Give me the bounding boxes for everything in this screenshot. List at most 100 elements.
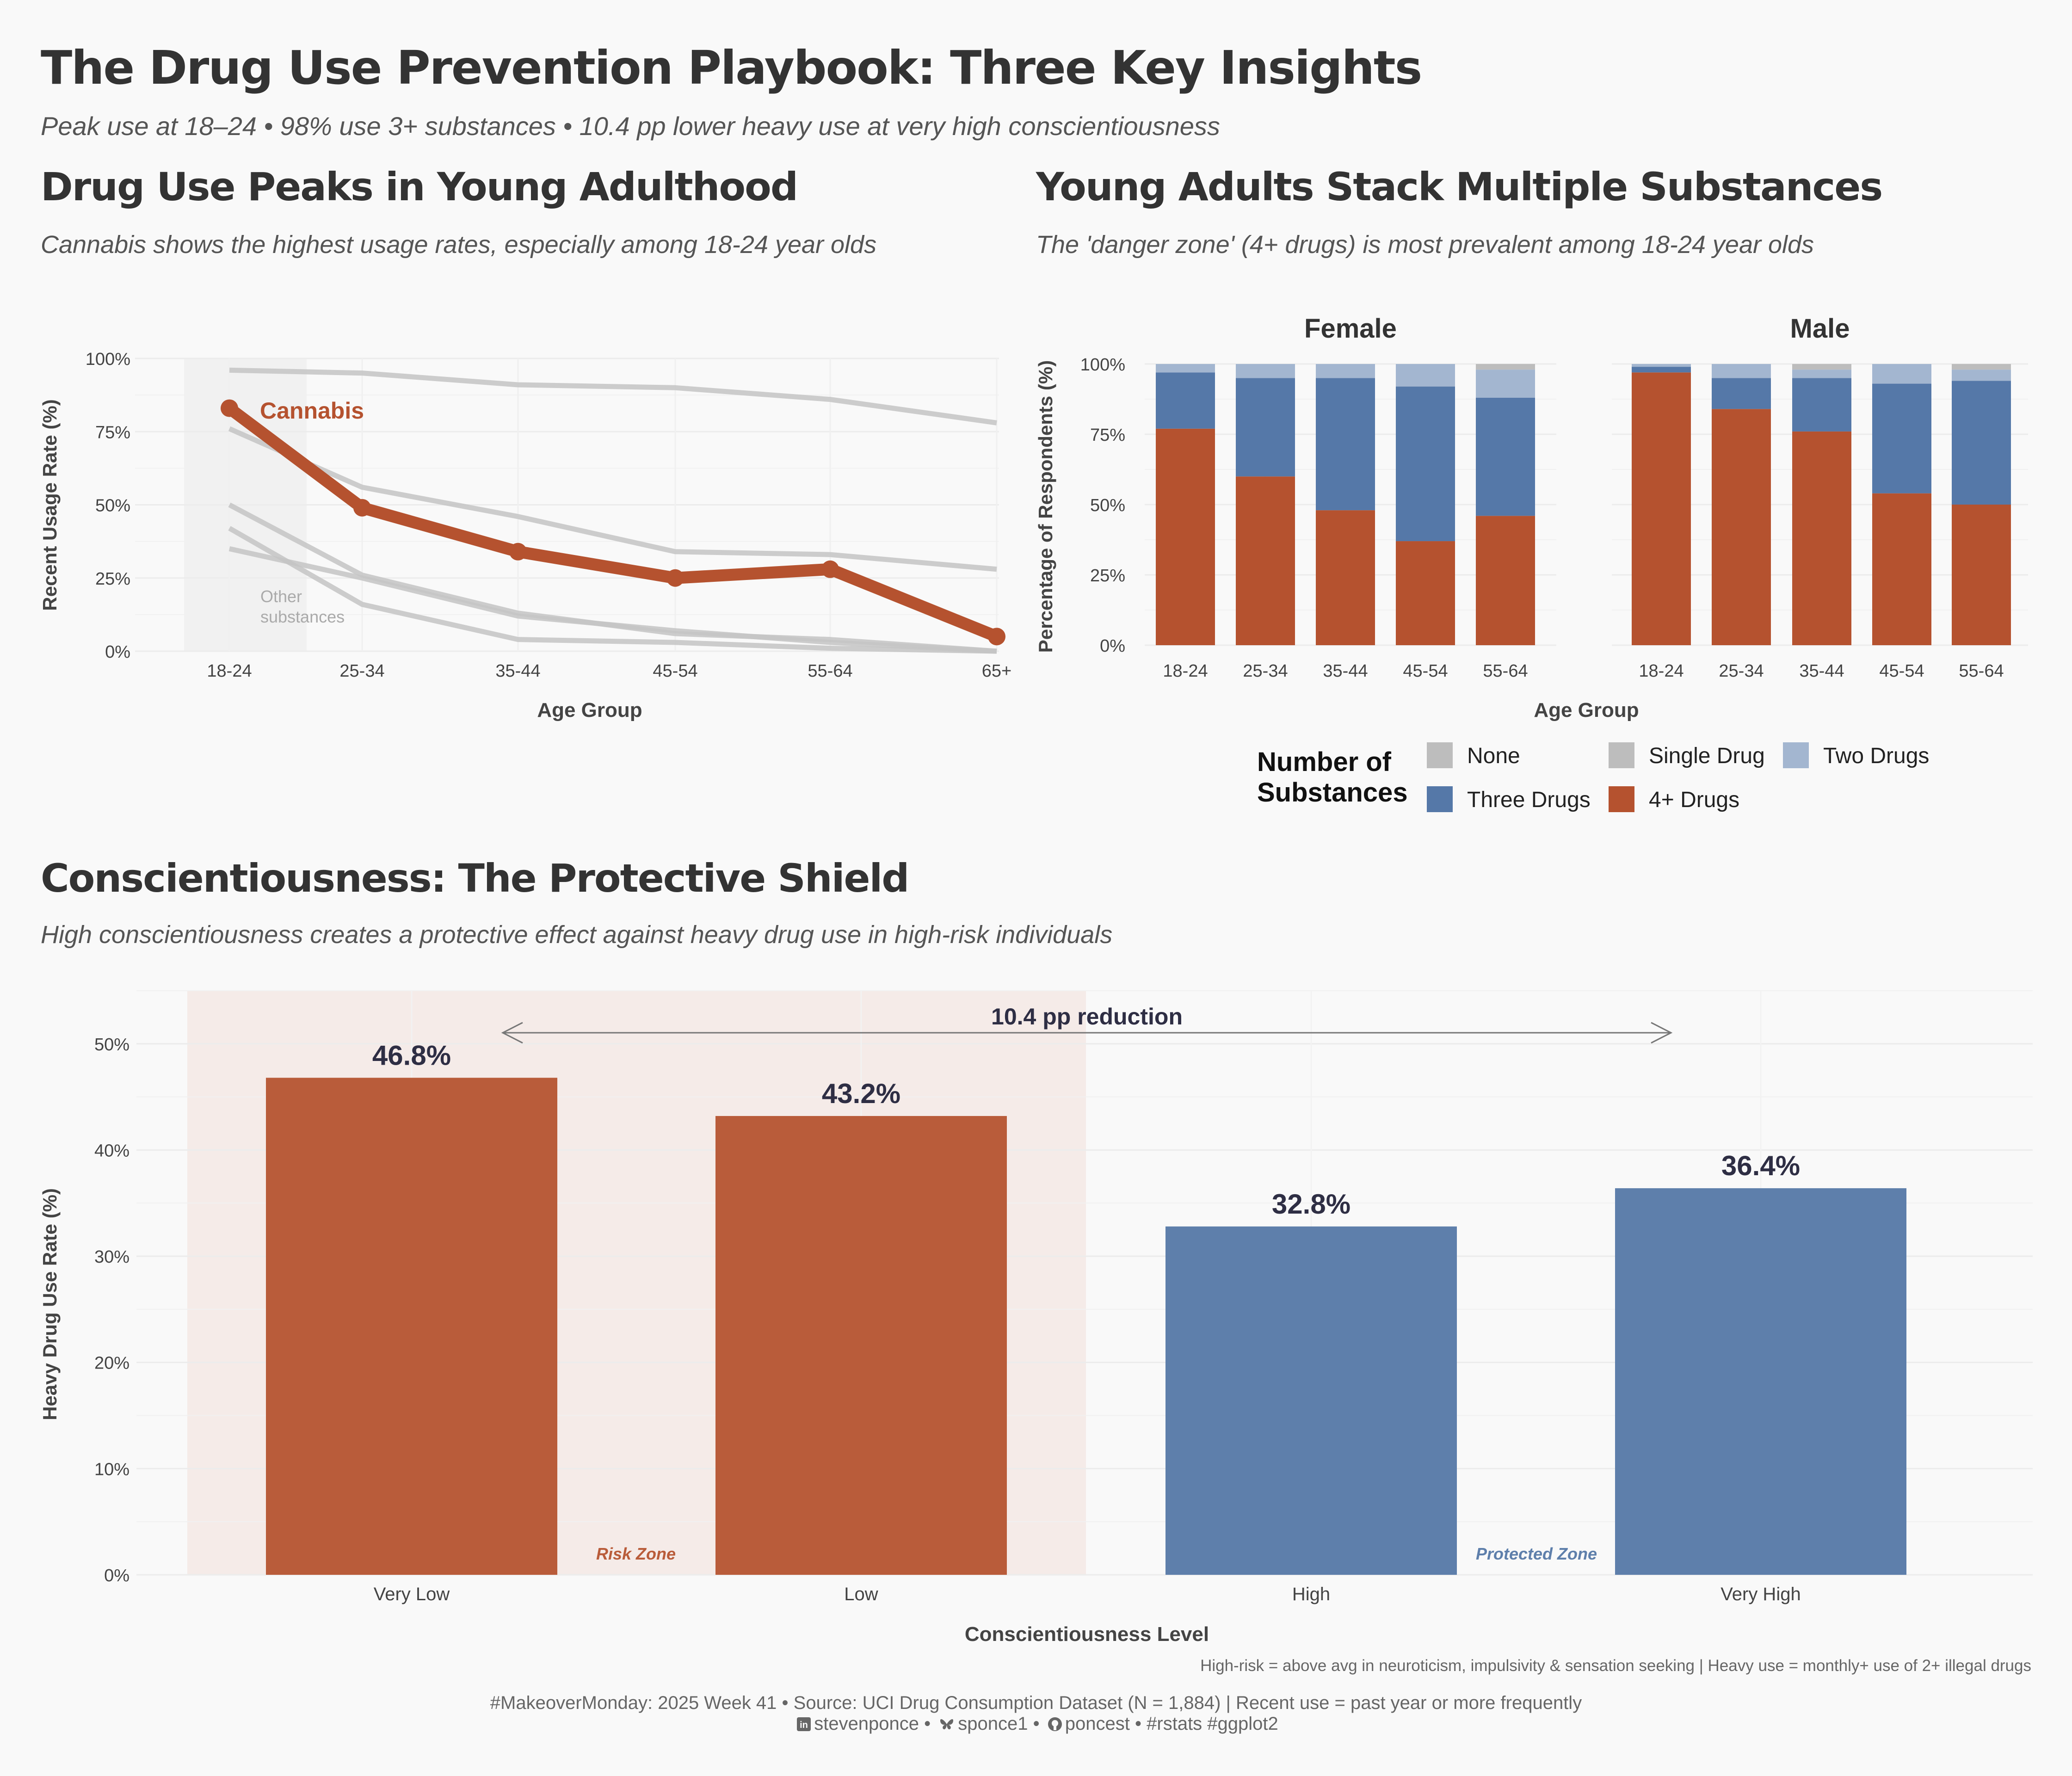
footer-note: High-risk = above avg in neuroticism, im…: [1200, 1657, 2031, 1675]
panel3-subtitle: High conscientiousness creates a protect…: [41, 921, 1113, 949]
x-tick-label: 35-44: [1799, 661, 1844, 681]
bar-segment: [1952, 370, 2011, 381]
x-tick-label: High: [1292, 1584, 1330, 1604]
github-handle[interactable]: poncest: [1065, 1714, 1130, 1734]
bar-segment: [1872, 364, 1931, 384]
y-tick-label: 0%: [1100, 636, 1125, 656]
legend-label: Single Drug: [1649, 744, 1765, 768]
x-tick-label: 45-54: [1879, 661, 1924, 681]
bar-segment: [1952, 505, 2011, 645]
panel3-title: Conscientiousness: The Protective Shield: [41, 856, 909, 901]
x-tick-label: 45-54: [653, 661, 697, 681]
y-axis-title: Heavy Drug Use Rate (%): [39, 1188, 61, 1420]
y-tick-label: 50%: [95, 496, 130, 516]
y-tick-label: 75%: [95, 423, 130, 442]
x-axis-title: Conscientiousness Level: [965, 1623, 1209, 1646]
bar-low: [715, 1116, 1007, 1575]
bar-segment: [1712, 409, 1771, 645]
bar-segment: [1872, 383, 1931, 493]
x-tick-label: 45-54: [1403, 661, 1448, 681]
y-axis-title: Percentage of Respondents (%): [1035, 360, 1056, 653]
legend-label: 4+ Drugs: [1649, 788, 1740, 812]
y-tick-label: 50%: [1090, 496, 1125, 515]
bluesky-icon: [938, 1715, 955, 1736]
legend-swatch: [1609, 742, 1634, 768]
facet-title-male: Male: [1790, 314, 1850, 344]
linkedin-icon: in: [796, 1715, 811, 1736]
svg-text:in: in: [800, 1720, 808, 1730]
bar-segment: [1712, 364, 1771, 378]
y-tick-label: 100%: [86, 350, 130, 369]
cannabis-label: Cannabis: [260, 398, 364, 424]
bar-segment: [1712, 378, 1771, 409]
bar-segment: [1872, 493, 1931, 645]
bar-segment: [1952, 381, 2011, 505]
x-tick-label: 55-64: [808, 661, 852, 681]
page-subtitle: Peak use at 18–24 • 98% use 3+ substance…: [41, 111, 1220, 141]
legend-title: Number of Substances: [1257, 747, 1408, 808]
panel2-subtitle: The 'danger zone' (4+ drugs) is most pre…: [1036, 231, 1814, 259]
value-label: 43.2%: [822, 1078, 900, 1109]
bar-segment: [1476, 370, 1535, 398]
y-tick-label: 0%: [105, 642, 130, 662]
y-tick-label: 20%: [94, 1354, 130, 1373]
other-substance-line: [228, 526, 997, 654]
cannabis-point: [353, 499, 371, 517]
y-tick-label: 30%: [94, 1247, 130, 1267]
y-tick-label: 75%: [1090, 426, 1125, 445]
bar-segment: [1156, 372, 1215, 429]
cannabis-point: [221, 399, 238, 417]
y-tick-label: 100%: [1080, 355, 1125, 375]
bluesky-handle[interactable]: sponce1: [958, 1714, 1028, 1734]
y-tick-label: 25%: [95, 569, 130, 589]
panel1-subtitle: Cannabis shows the highest usage rates, …: [41, 231, 877, 259]
legend-label: None: [1467, 744, 1520, 768]
x-tick-label: Very Low: [374, 1584, 450, 1604]
x-tick-label: 25-34: [1243, 661, 1288, 681]
bar-segment: [1156, 364, 1215, 373]
bar-segment: [1396, 386, 1455, 542]
x-tick-label: Very High: [1720, 1584, 1801, 1604]
bar-very-low: [266, 1078, 557, 1575]
protected-zone-label: Protected Zone: [1476, 1544, 1597, 1563]
panel1-title: Drug Use Peaks in Young Adulthood: [41, 164, 798, 210]
bar-segment: [1236, 476, 1295, 645]
value-label: 36.4%: [1721, 1150, 1800, 1181]
bar-segment: [1236, 364, 1295, 378]
bar-segment: [1236, 378, 1295, 477]
x-tick-label: 18-24: [207, 661, 252, 681]
legend-label: Three Drugs: [1467, 788, 1591, 812]
cannabis-point: [988, 628, 1005, 646]
x-tick-label: 65+: [982, 661, 1011, 681]
bar-segment: [1792, 364, 1851, 370]
bar-segment: [1316, 378, 1375, 511]
x-tick-label: 35-44: [1323, 661, 1368, 681]
bar-segment: [1632, 364, 1691, 367]
bar-segment: [1792, 431, 1851, 645]
other-substance-line: [228, 426, 997, 572]
other-substances-label: Other: [260, 587, 302, 606]
bar-segment: [1476, 397, 1535, 516]
footer-social: in stevenponce • sponce1 • poncest • #rst…: [0, 1714, 2072, 1736]
bar-segment: [1396, 364, 1455, 387]
facet-title-female: Female: [1304, 314, 1397, 344]
y-tick-label: 40%: [94, 1141, 130, 1160]
x-tick-label: Low: [844, 1584, 878, 1604]
bar-segment: [1476, 364, 1535, 370]
legend-swatch: [1783, 742, 1809, 768]
x-tick-label: 25-34: [1719, 661, 1764, 681]
bar-segment: [1316, 364, 1375, 378]
bar-segment: [1316, 510, 1375, 645]
reduction-annotation: 10.4 pp reduction: [991, 1004, 1183, 1030]
other-substance-line: [228, 546, 997, 654]
y-tick-label: 25%: [1090, 566, 1125, 586]
y-tick-label: 10%: [94, 1460, 130, 1479]
cannabis-point: [509, 543, 527, 561]
x-tick-label: 55-64: [1483, 661, 1528, 681]
x-axis-title: Age Group: [537, 699, 642, 722]
bar-very-high: [1615, 1188, 1906, 1575]
x-tick-label: 18-24: [1163, 661, 1208, 681]
bar-segment: [1632, 367, 1691, 373]
linkedin-handle[interactable]: stevenponce: [814, 1714, 919, 1734]
